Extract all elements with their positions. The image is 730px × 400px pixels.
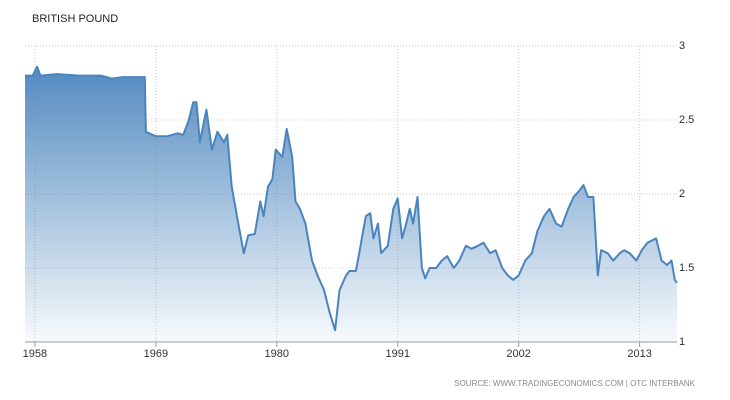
area-fill: [25, 66, 677, 342]
source-note: SOURCE: WWW.TRADINGECONOMICS.COM | OTC I…: [454, 379, 695, 388]
x-tick-label: 2013: [627, 348, 651, 360]
y-tick-label: 1.5: [679, 262, 694, 274]
series-line: [25, 65, 678, 332]
chart-title: BRITISH POUND: [32, 13, 118, 25]
y-tick-label: 3: [679, 40, 685, 52]
x-tick-label: 2002: [506, 348, 530, 360]
x-tick-label: 1991: [385, 348, 409, 360]
x-tick-label: 1969: [144, 348, 168, 360]
y-tick-label: 2.5: [679, 114, 694, 126]
x-tick-label: 1980: [265, 348, 289, 360]
y-tick-label: 2: [679, 188, 685, 200]
x-tick-label: 1958: [23, 348, 47, 360]
y-tick-label: 1: [679, 336, 685, 348]
